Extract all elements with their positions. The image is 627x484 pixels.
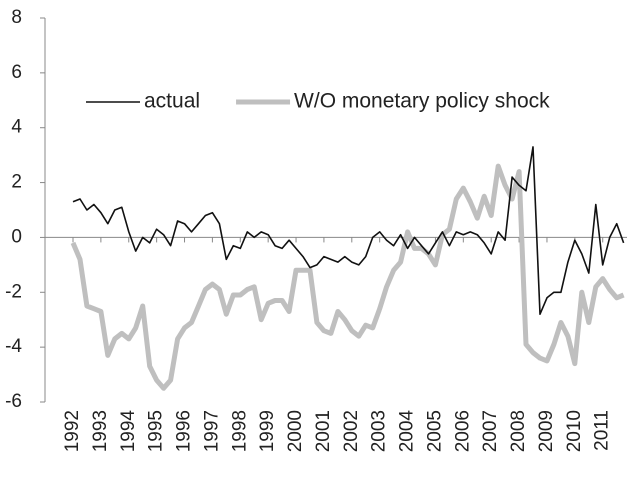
x-tick-label: 1995: [146, 410, 167, 452]
legend-label: actual: [144, 90, 200, 113]
x-tick-label: 2005: [424, 410, 445, 452]
y-tick-label: 2: [11, 172, 22, 193]
x-tick-label: 2002: [341, 410, 362, 452]
y-tick-label: -4: [5, 336, 22, 357]
x-tick-label: 1993: [90, 410, 111, 452]
x-tick-label: 2010: [564, 410, 585, 452]
x-tick-label: 2011: [592, 410, 613, 451]
y-tick-label: -6: [5, 391, 22, 412]
x-tick-label: 1992: [62, 410, 83, 452]
x-tick-label: 1996: [174, 410, 195, 452]
x-tick-label: 1997: [201, 410, 222, 452]
y-tick-label: 6: [11, 62, 22, 83]
series-line: [70, 163, 625, 391]
x-tick-label: 2008: [508, 410, 529, 452]
x-tick-label: 1998: [229, 410, 250, 452]
y-tick-label: 4: [11, 117, 22, 138]
x-tick-label: 2001: [313, 410, 334, 452]
x-tick-label: 2000: [285, 410, 306, 452]
x-tick-label: 1994: [118, 410, 139, 453]
x-tick-label: 1999: [257, 410, 278, 452]
y-tick-label: 0: [11, 226, 22, 247]
x-tick-label: 2006: [452, 410, 473, 452]
y-tick-label: 8: [11, 7, 22, 28]
y-tick-label: -2: [5, 281, 22, 302]
x-tick-label: 2004: [397, 410, 418, 453]
x-tick-label: 2009: [536, 410, 557, 452]
x-tick-label: 2003: [369, 410, 390, 452]
x-tick-label: 2007: [480, 410, 501, 452]
series-line: [72, 146, 625, 315]
legend-label: W/O monetary policy shock: [294, 90, 550, 113]
